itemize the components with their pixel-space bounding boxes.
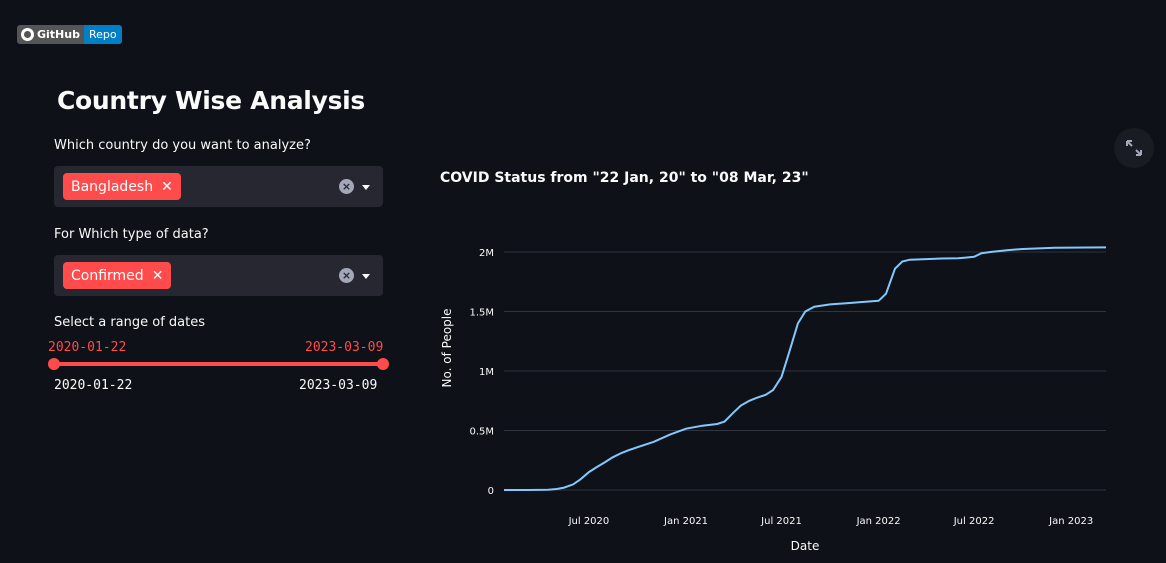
type-dropdown-chevron-icon[interactable] <box>362 274 370 279</box>
country-clear-icon[interactable]: × <box>339 179 354 194</box>
expand-icon <box>1126 140 1142 156</box>
y-tick-label: 1.5M <box>469 308 494 319</box>
line-chart: 0 0.5M 1M 1.5M 2M Jul 2020 Jan 2021 Jul 2021 Ja… <box>440 246 1107 553</box>
country-select[interactable]: Bangladesh ✕ × <box>54 166 383 207</box>
type-clear-icon[interactable]: × <box>339 268 354 283</box>
country-tag-remove-icon[interactable]: ✕ <box>161 178 173 195</box>
x-tick-label: Jul 2020 <box>568 516 610 527</box>
type-tag: Confirmed ✕ <box>63 262 172 289</box>
fullscreen-button[interactable] <box>1114 128 1154 168</box>
type-tag-label: Confirmed <box>71 267 144 284</box>
x-tick-label: Jan 2023 <box>1048 516 1093 527</box>
slider-min-label: 2020-01-22 <box>54 378 133 393</box>
badge-left-text: GitHub <box>37 28 80 41</box>
type-select[interactable]: Confirmed ✕ × <box>54 255 383 296</box>
slider-end-value: 2023-03-09 <box>305 340 384 355</box>
badge-right-text: Repo <box>88 28 117 41</box>
github-icon <box>21 28 34 41</box>
x-tick-label: Jan 2022 <box>856 516 901 527</box>
slider-start-thumb[interactable] <box>48 358 60 370</box>
type-select-label: For Which type of data? <box>54 227 209 242</box>
date-range-slider-track[interactable] <box>54 362 383 366</box>
chart-title: COVID Status from "22 Jan, 20" to "08 Ma… <box>440 170 809 186</box>
slider-max-label: 2023-03-09 <box>299 378 378 393</box>
type-tag-remove-icon[interactable]: ✕ <box>151 267 164 284</box>
slider-start-value: 2020-01-22 <box>48 340 127 355</box>
country-select-label: Which country do you want to analyze? <box>54 138 311 153</box>
y-tick-label: 1M <box>479 367 494 378</box>
page-title: Country Wise Analysis <box>57 86 365 115</box>
slider-end-thumb[interactable] <box>377 358 389 370</box>
x-tick-label: Jan 2021 <box>663 516 708 527</box>
badge-left: GitHub <box>17 25 84 44</box>
x-axis-label: Date <box>791 539 820 553</box>
series-line <box>504 246 1107 491</box>
badge-right: Repo <box>83 25 122 44</box>
github-repo-badge[interactable]: GitHub Repo <box>17 25 122 44</box>
y-axis-label: No. of People <box>440 309 454 388</box>
country-tag-label: Bangladesh <box>71 178 154 195</box>
y-tick-label: 0.5M <box>469 427 494 438</box>
x-tick-label: Jul 2021 <box>760 516 802 527</box>
y-tick-label: 2M <box>479 248 494 259</box>
date-range-label: Select a range of dates <box>54 315 206 330</box>
y-tick-label: 0 <box>488 486 494 497</box>
x-tick-label: Jul 2022 <box>953 516 995 527</box>
country-dropdown-chevron-icon[interactable] <box>362 185 370 190</box>
country-tag: Bangladesh ✕ <box>63 173 181 200</box>
